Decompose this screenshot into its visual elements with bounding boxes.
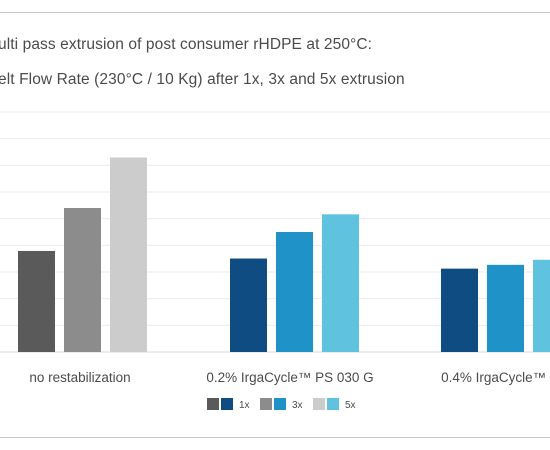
legend-swatch — [221, 398, 233, 410]
category-label: 0.2% IrgaCycle™ PS 030 G — [206, 370, 373, 385]
bar — [441, 268, 478, 352]
legend-swatch — [207, 398, 219, 410]
chart-subtitle: elt Flow Rate (230°C / 10 Kg) after 1x, … — [0, 71, 405, 88]
legend-swatch — [327, 398, 339, 410]
category-label: no restabilization — [29, 370, 130, 385]
bar — [18, 250, 55, 352]
bar — [487, 264, 524, 352]
bar — [533, 259, 550, 352]
legend-swatch — [274, 398, 286, 410]
top-divider — [0, 12, 550, 13]
bar — [230, 258, 267, 352]
legend-label: 1x — [239, 400, 250, 411]
legend-swatch — [260, 398, 272, 410]
chart-title: ulti pass extrusion of post consumer rHD… — [0, 36, 373, 53]
legend-label: 3x — [292, 400, 303, 411]
legend-label: 5x — [345, 400, 356, 411]
bottom-divider — [0, 437, 550, 438]
bar — [276, 232, 313, 352]
bar — [110, 157, 147, 352]
category-label: 0.4% IrgaCycle™ P — [441, 370, 550, 385]
bar — [322, 214, 359, 352]
legend-swatch — [313, 398, 325, 410]
bar — [64, 208, 101, 352]
